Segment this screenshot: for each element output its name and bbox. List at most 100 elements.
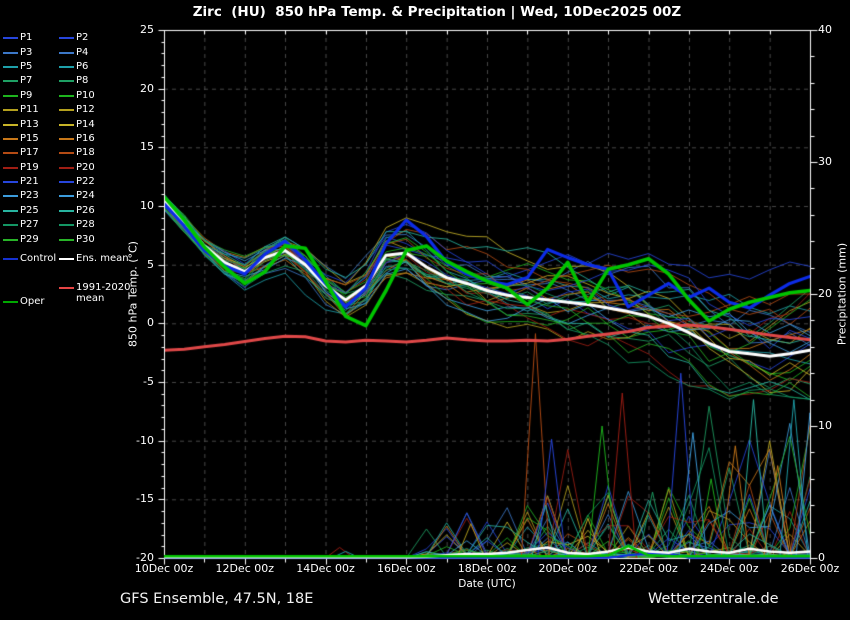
legend-label-oper: Oper	[20, 296, 45, 307]
legend-label-p21: P21	[20, 176, 39, 188]
x-tick-label: 22Dec 00z	[619, 562, 678, 575]
legend-item-p10: P10	[59, 89, 155, 103]
legend-label-p14: P14	[76, 118, 95, 130]
p10-line-swatch	[59, 94, 74, 97]
legend-label-p12: P12	[76, 104, 95, 116]
legend-label-p11: P11	[20, 104, 39, 116]
p9-line-swatch	[3, 94, 18, 97]
p7-line-swatch	[3, 80, 18, 83]
x-tick-label: 18Dec 00z	[457, 562, 517, 575]
legend: P1 P2 P3 P4 P5 P6 P7 P8 P9 P10 P11 P12 P13 P14 P15 P16 P…	[3, 31, 155, 307]
p30-line-swatch	[59, 238, 74, 241]
p8-line-swatch	[59, 80, 74, 83]
legend-item-p27: P27	[3, 218, 59, 232]
y-right-tick-label: 20	[818, 287, 832, 300]
legend-label-p19: P19	[20, 161, 39, 173]
p1-line-swatch	[3, 37, 18, 40]
y-left-tick-label: 5	[147, 257, 154, 271]
legend-item-p4: P4	[59, 45, 155, 59]
p19-line-swatch	[3, 166, 18, 169]
control-line-swatch	[3, 258, 18, 260]
chart-title: Zirc (HU) 850 hPa Temp. & Precipitation …	[192, 4, 682, 20]
legend-item-p5: P5	[3, 60, 59, 74]
p13-line-swatch	[3, 123, 18, 126]
legend-label-p5: P5	[20, 60, 33, 72]
y-left-tick-label: 0	[147, 316, 154, 330]
p4-line-swatch	[59, 51, 74, 54]
x-tick-label: 14Dec 00z	[296, 562, 355, 575]
legend-item-p12: P12	[59, 103, 155, 117]
legend-item-p2: P2	[59, 31, 155, 45]
y-axis-left-title: 850 hPa Temp. (°C)	[126, 241, 140, 347]
legend-item-p30: P30	[59, 232, 155, 246]
legend-item-p11: P11	[3, 103, 59, 117]
legend-item-p8: P8	[59, 74, 155, 88]
x-tick-label: 10Dec 00z	[134, 562, 194, 575]
legend-label-p2: P2	[76, 32, 89, 44]
legend-label-p13: P13	[20, 118, 39, 130]
ens-mean-line-swatch	[59, 258, 74, 260]
p27-line-swatch	[3, 224, 18, 227]
legend-label-p9: P9	[20, 89, 33, 101]
legend-item-control: Control	[3, 254, 56, 264]
y-left-tick-label: 20	[140, 81, 154, 95]
p28-line-swatch	[59, 224, 74, 227]
p15-line-swatch	[3, 137, 18, 140]
legend-item-p18: P18	[59, 146, 155, 160]
watermark-text: Wetterzentrale.de	[648, 591, 779, 607]
legend-label-p4: P4	[76, 46, 89, 58]
p22-line-swatch	[59, 181, 74, 184]
legend-label-p8: P8	[76, 75, 89, 87]
legend-item-p20: P20	[59, 161, 155, 175]
legend-item-clim-mean: 1991-2020 mean	[59, 282, 134, 304]
legend-label-p16: P16	[76, 132, 95, 144]
legend-label-p1: P1	[20, 32, 33, 44]
p25-line-swatch	[3, 209, 18, 212]
legend-item-p21: P21	[3, 175, 59, 189]
x-tick-label: 26Dec 00z	[780, 562, 840, 575]
y-left-tick-label: 25	[140, 23, 154, 36]
legend-label-p23: P23	[20, 190, 39, 202]
p24-line-swatch	[59, 195, 74, 198]
legend-label-p7: P7	[20, 75, 33, 87]
legend-item-p3: P3	[3, 45, 59, 59]
y-left-tick-label: -20	[136, 551, 154, 564]
x-axis-title: Date (UTC)	[458, 578, 516, 590]
y-right-tick-label: 40	[818, 23, 832, 36]
legend-label-p27: P27	[20, 219, 39, 231]
y-right-tick-label: 0	[818, 551, 825, 564]
legend-label-p22: P22	[76, 176, 95, 188]
legend-item-p19: P19	[3, 161, 59, 175]
p16-line-swatch	[59, 137, 74, 140]
x-tick-label: 12Dec 00z	[215, 562, 275, 575]
legend-label-p28: P28	[76, 219, 95, 231]
legend-item-p28: P28	[59, 218, 155, 232]
p17-line-swatch	[3, 152, 18, 155]
model-info-text: GFS Ensemble, 47.5N, 18E	[120, 591, 314, 607]
legend-label-control: Control	[20, 253, 57, 264]
p20-line-swatch	[59, 166, 74, 169]
y-axis-right-title: Precipitation (mm)	[835, 242, 849, 346]
legend-item-p22: P22	[59, 175, 155, 189]
legend-label-p15: P15	[20, 132, 39, 144]
legend-item-p26: P26	[59, 204, 155, 218]
p3-line-swatch	[3, 51, 18, 54]
p18-line-swatch	[59, 152, 74, 155]
legend-item-p24: P24	[59, 189, 155, 203]
legend-item-p17: P17	[3, 146, 59, 160]
legend-item-p23: P23	[3, 189, 59, 203]
y-left-tick-label: -10	[136, 433, 154, 447]
legend-label-p29: P29	[20, 233, 39, 245]
p2-line-swatch	[59, 37, 74, 40]
legend-label-ens-mean: Ens. mean	[76, 253, 129, 264]
p23-line-swatch	[3, 195, 18, 198]
legend-label-p18: P18	[76, 147, 95, 159]
legend-item-p1: P1	[3, 31, 59, 45]
p14-line-swatch	[59, 123, 74, 126]
oper-line-swatch	[3, 301, 18, 303]
p11-line-swatch	[3, 109, 18, 112]
legend-label-p30: P30	[76, 233, 95, 245]
legend-label-p10: P10	[76, 89, 95, 101]
legend-label-p26: P26	[76, 204, 95, 216]
